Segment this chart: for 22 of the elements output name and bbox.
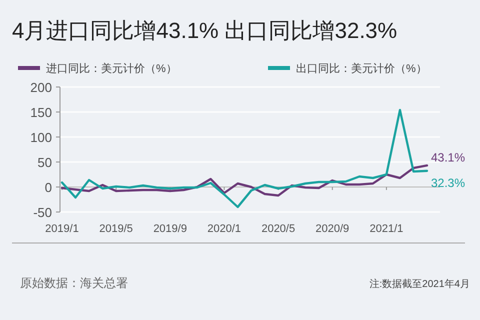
x-tick-label: 2019/9 xyxy=(153,223,187,235)
y-tick-label: 50 xyxy=(38,155,52,170)
x-tick-label: 2020/1 xyxy=(207,223,242,235)
y-tick-label: 150 xyxy=(30,105,52,120)
x-tick-label: 2021/1 xyxy=(370,223,404,235)
line-series xyxy=(60,164,428,197)
data-label: 43.1% xyxy=(431,150,466,164)
x-tick-label: 2020/5 xyxy=(261,223,296,235)
y-tick-label: 100 xyxy=(30,130,52,145)
chart-title: 4月进口同比增43.1% 出口同比增32.3% xyxy=(12,18,398,43)
text: 注:数据截至2021年4月 xyxy=(369,278,470,290)
y-tick-label: 200 xyxy=(30,80,52,95)
text: 原始数据：海关总署 xyxy=(20,276,128,290)
x-tick-label: 2020/9 xyxy=(316,223,350,235)
legend-label: 出口同比：美元计价（%） xyxy=(296,62,427,75)
line-series xyxy=(60,108,428,208)
x-tick-label: 2019/5 xyxy=(99,223,133,235)
y-tick-label: -50 xyxy=(33,205,52,220)
x-tick-label: 2019/1 xyxy=(45,223,79,235)
data-label: 32.3% xyxy=(431,176,466,190)
y-tick-label: 0 xyxy=(44,180,52,195)
legend-label: 进口同比：美元计价（%） xyxy=(46,62,177,75)
